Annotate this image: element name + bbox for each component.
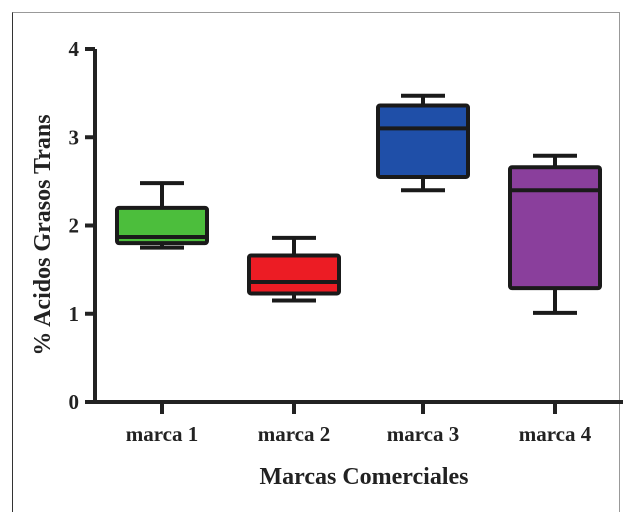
y-axis-title: % Acidos Grasos Trans: [30, 114, 56, 355]
x-tick-label: marca 4: [519, 422, 592, 446]
box-4: [508, 153, 602, 315]
x-tick-label: marca 2: [258, 422, 331, 446]
box-3: [376, 93, 470, 193]
iqr-box: [247, 253, 341, 296]
iqr-box: [508, 165, 602, 291]
x-axis-title: Marcas Comerciales: [259, 464, 468, 490]
x-tick-label: marca 3: [387, 422, 460, 446]
y-tick-label: 3: [69, 125, 80, 149]
boxes: [115, 93, 602, 315]
axes: 0 1 2 3 4 marca 1 marca 2 marca 3 marca 4: [69, 37, 623, 446]
iqr-box: [115, 205, 209, 246]
y-tick-label: 1: [69, 302, 80, 326]
chart-frame: [12, 12, 620, 512]
iqr-box: [376, 103, 470, 179]
y-tick-label: 0: [69, 390, 80, 414]
x-tick-label: marca 1: [126, 422, 199, 446]
box-1: [115, 181, 209, 250]
y-tick-label: 4: [69, 37, 80, 61]
y-tick-label: 2: [69, 214, 80, 238]
box-2: [247, 235, 341, 303]
